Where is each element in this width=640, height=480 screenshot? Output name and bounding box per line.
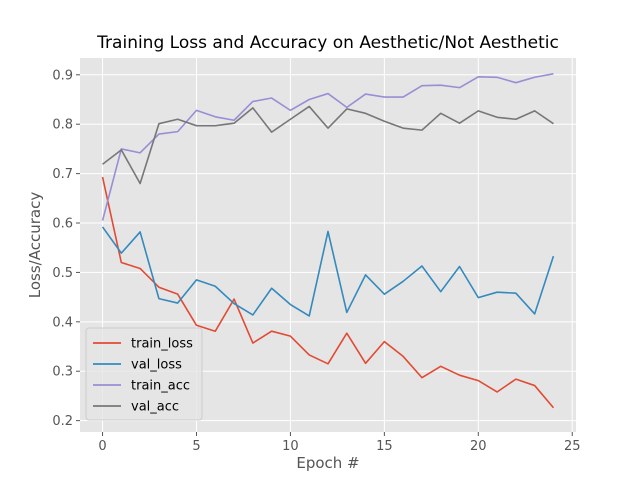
y-axis-label: Loss/Accuracy	[26, 192, 44, 299]
series-lines	[101, 73, 555, 409]
x-tick-label: 25	[564, 439, 581, 454]
x-tick-label: 15	[376, 439, 393, 454]
series-line-val-acc	[102, 105, 554, 185]
x-tick-label: 10	[282, 439, 299, 454]
series-line-train-loss	[101, 176, 555, 409]
legend-label-train-acc: train_acc	[131, 379, 190, 394]
x-axis-label: Epoch #	[296, 454, 359, 472]
y-tick-label: 0.6	[52, 217, 73, 232]
axis-ticks: 0 5 10 15 20 25 0.2 0.3 0.4 0.5 0.6 0.7 0.8 0.9	[52, 68, 580, 454]
series-line-val-loss	[101, 226, 555, 317]
legend: train_loss val_loss train_acc val_acc	[85, 327, 203, 421]
x-tick-label: 5	[192, 439, 200, 454]
legend-label-val-acc: val_acc	[131, 400, 179, 415]
x-tick-label: 20	[470, 439, 487, 454]
chart-title: Training Loss and Accuracy on Aesthetic/…	[96, 33, 559, 53]
y-tick-label: 0.5	[52, 266, 73, 281]
series-line-train-acc	[101, 73, 554, 221]
y-tick-label: 0.4	[52, 315, 73, 330]
x-tick-label: 0	[98, 439, 106, 454]
y-tick-label: 0.3	[52, 365, 73, 380]
legend-label-train-loss: train_loss	[131, 337, 193, 352]
y-tick-label: 0.2	[52, 414, 73, 429]
legend-label-val-loss: val_loss	[131, 358, 182, 373]
legend-box	[85, 327, 203, 421]
y-tick-label: 0.8	[52, 118, 73, 133]
y-tick-label: 0.9	[52, 68, 73, 83]
y-tick-label: 0.7	[52, 167, 73, 182]
